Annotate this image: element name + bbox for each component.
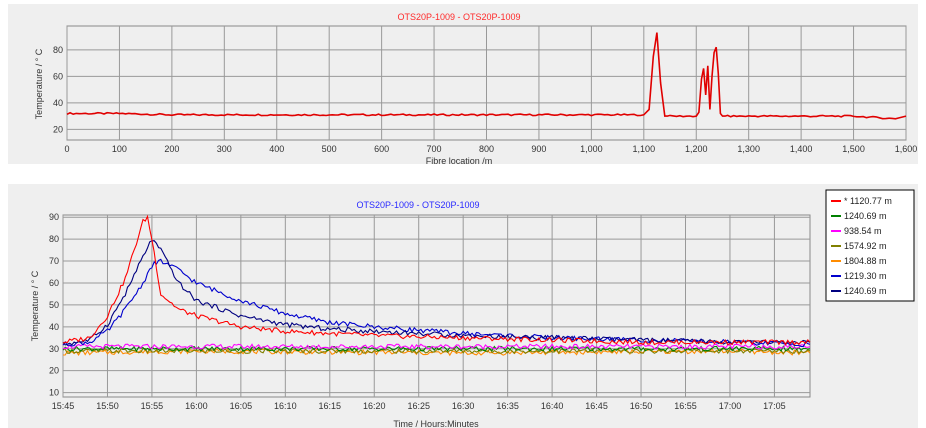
x-tick-label: 16:50: [630, 401, 653, 411]
x-tick-label: 0: [64, 144, 69, 154]
x-tick-label: 16:00: [185, 401, 208, 411]
x-axis-label: Fibre location /m: [426, 156, 493, 166]
y-tick-label: 80: [53, 45, 63, 55]
x-tick-label: 15:45: [52, 401, 75, 411]
x-tick-label: 16:05: [230, 401, 253, 411]
x-tick-label: 500: [322, 144, 337, 154]
legend-label: 1574.92 m: [844, 241, 887, 251]
legend-label: 1240.69 m: [844, 286, 887, 296]
chart-title: OTS20P-1009 - OTS20P-1009: [356, 200, 479, 210]
x-tick-label: 16:40: [541, 401, 564, 411]
y-tick-label: 80: [49, 234, 59, 244]
y-tick-label: 20: [49, 366, 59, 376]
x-tick-label: 1,200: [685, 144, 708, 154]
x-tick-label: 1,000: [580, 144, 603, 154]
legend-label: 1219.30 m: [844, 271, 887, 281]
x-tick-label: 300: [217, 144, 232, 154]
x-tick-label: 16:35: [496, 401, 519, 411]
y-axis-label: Temperature / ° C: [30, 270, 40, 341]
x-tick-label: 1,500: [842, 144, 865, 154]
x-tick-label: 16:45: [585, 401, 608, 411]
y-tick-label: 10: [49, 388, 59, 398]
y-tick-label: 50: [49, 300, 59, 310]
x-tick-label: 800: [479, 144, 494, 154]
legend-label: 938.54 m: [844, 226, 882, 236]
time-series-chart: OTS20P-1009 - OTS20P-1009 15:45 15:50 15:5…: [30, 189, 915, 428]
x-tick-label: 900: [531, 144, 546, 154]
y-tick-label: 60: [53, 71, 63, 81]
x-tick-label: 16:55: [674, 401, 697, 411]
series-line: [62, 214, 811, 346]
legend-label: 1804.88 m: [844, 256, 887, 266]
x-tick-label: 1,400: [790, 144, 813, 154]
x-tick-label: 16:15: [319, 401, 342, 411]
series-line: [62, 343, 811, 351]
x-tick-label: 16:20: [363, 401, 386, 411]
series-line: [66, 32, 907, 120]
x-tick-label: 15:55: [141, 401, 164, 411]
x-tick-label: 1,300: [737, 144, 760, 154]
x-tick-label: 100: [112, 144, 127, 154]
x-tick-label: 16:30: [452, 401, 475, 411]
x-axis-label: Time / Hours:Minutes: [393, 419, 479, 428]
legend: * 1120.77 m 1240.69 m 938.54 m 1574.92 m 180…: [825, 189, 915, 302]
legend-label: * 1120.77 m: [844, 196, 892, 206]
y-tick-label: 40: [53, 98, 63, 108]
y-tick-label: 90: [49, 212, 59, 222]
y-tick-label: 30: [49, 344, 59, 354]
x-tick-label: 200: [164, 144, 179, 154]
y-tick-label: 20: [53, 124, 63, 134]
x-tick-label: 400: [269, 144, 284, 154]
x-tick-label: 16:10: [274, 401, 297, 411]
plot-area: [62, 214, 811, 398]
bottom-chart-panel: OTS20P-1009 - OTS20P-1009 15:45 15:50 15:5…: [8, 184, 918, 428]
x-tick-label: 700: [427, 144, 442, 154]
y-tick-label: 70: [49, 256, 59, 266]
y-tick-label: 40: [49, 322, 59, 332]
x-tick-label: 600: [374, 144, 389, 154]
series-line: [62, 240, 811, 346]
x-tick-label: 17:00: [719, 401, 742, 411]
x-tick-label: 16:25: [407, 401, 430, 411]
y-tick-label: 60: [49, 278, 59, 288]
x-tick-label: 15:50: [96, 401, 119, 411]
fibre-location-chart: OTS20P-1009 - OTS20P-1009 0 100 200 300 400 5…: [34, 12, 918, 166]
x-tick-label: 1,100: [633, 144, 656, 154]
chart-title: OTS20P-1009 - OTS20P-1009: [397, 12, 520, 22]
y-axis-label: Temperature / ° C: [34, 48, 44, 119]
top-chart-panel: OTS20P-1009 - OTS20P-1009 0 100 200 300 400 5…: [8, 4, 918, 166]
x-tick-label: 1,600: [895, 144, 918, 154]
legend-label: 1240.69 m: [844, 211, 887, 221]
x-tick-label: 17:05: [763, 401, 786, 411]
